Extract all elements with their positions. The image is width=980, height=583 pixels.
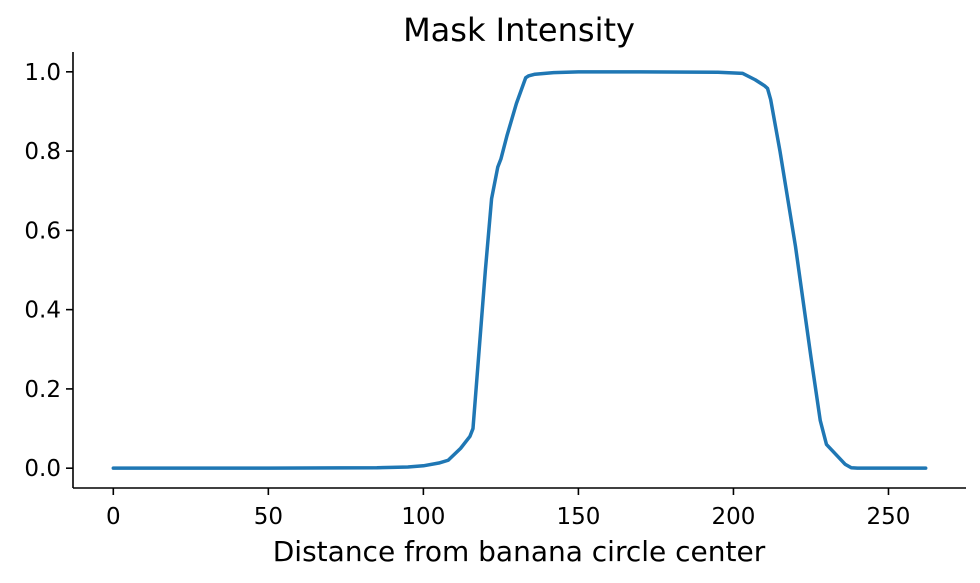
y-tick-label: 0.4 [24,298,61,324]
series-group [111,70,928,470]
y-tick-label: 0.0 [24,456,61,482]
ticks: 0 50 100 150 200 250 0.0 0.2 0.4 0.6 0.8 1.0 [24,60,910,530]
x-tick-label: 250 [867,504,911,530]
mask-intensity-line [111,70,928,470]
x-tick-label: 50 [254,504,283,530]
y-tick-label: 0.8 [24,139,61,165]
chart-title: Mask Intensity [403,11,635,49]
x-tick-label: 100 [401,504,445,530]
x-tick-label: 200 [711,504,755,530]
x-tick-label: 150 [556,504,600,530]
y-tick-label: 1.0 [24,60,61,86]
x-tick-label: 0 [106,504,121,530]
y-tick-label: 0.2 [24,377,61,403]
y-tick-label: 0.6 [24,218,61,244]
x-axis-label: Distance from banana circle center [273,535,766,568]
